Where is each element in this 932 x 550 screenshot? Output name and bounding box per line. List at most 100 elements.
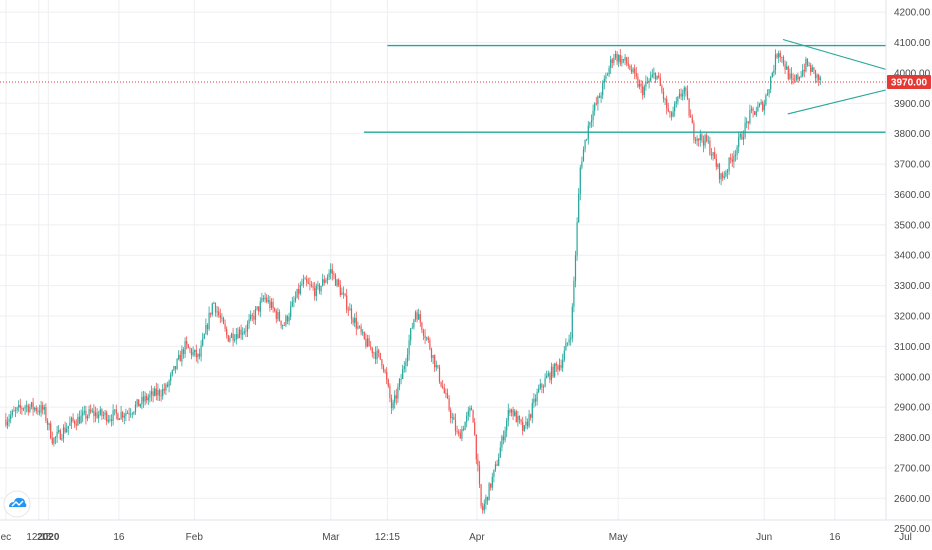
candle-body <box>141 396 143 405</box>
candle-body <box>306 278 308 283</box>
candle-body <box>266 297 268 302</box>
candle-body <box>288 316 290 322</box>
candle-body <box>376 350 378 360</box>
candle-body <box>203 334 205 339</box>
candle-body <box>531 402 533 418</box>
candle-body <box>717 164 719 167</box>
candle-body <box>501 436 503 448</box>
candle-body <box>413 319 415 328</box>
candle-body <box>680 93 682 97</box>
candle-body <box>253 315 255 320</box>
candle-body <box>53 438 55 444</box>
candle-body <box>165 384 167 391</box>
candle-body <box>323 279 325 283</box>
candle-body <box>171 370 173 375</box>
candle-body <box>734 154 737 157</box>
candle-body <box>667 108 669 112</box>
candle-body <box>51 438 53 444</box>
time-axis-panel[interactable] <box>0 520 886 550</box>
candle-body <box>814 69 817 78</box>
candle-body <box>672 111 674 117</box>
candle-body <box>506 420 508 431</box>
candle-body <box>690 115 692 118</box>
candle-body <box>349 308 351 311</box>
candle-body <box>312 286 314 288</box>
candle-body <box>328 273 330 278</box>
candle-body <box>294 297 297 301</box>
candle-body <box>582 149 585 162</box>
candle-body <box>320 285 322 292</box>
candle-body <box>699 134 701 141</box>
candle-body <box>542 386 545 388</box>
candle-body <box>355 317 357 329</box>
candle-body <box>125 413 127 416</box>
candle-body <box>174 366 177 369</box>
candle-body <box>238 329 241 339</box>
candle-body <box>258 306 260 312</box>
y-tick-label: 2800.00 <box>894 433 931 444</box>
candle-body <box>272 301 274 309</box>
candle-body <box>611 59 613 63</box>
candle-body <box>459 432 461 439</box>
candle-body <box>706 135 708 142</box>
x-tick-label: ec <box>1 532 12 543</box>
candle-body <box>792 77 794 80</box>
candle-body <box>733 156 735 162</box>
candle-body <box>797 75 799 80</box>
candle-body <box>14 410 17 411</box>
candle-body <box>766 93 769 96</box>
candle-body <box>614 53 617 58</box>
candle-body <box>136 399 138 405</box>
candle-body <box>299 285 301 294</box>
candle-body <box>102 415 105 416</box>
candle-body <box>166 384 169 387</box>
y-tick-label: 3800.00 <box>894 129 931 140</box>
current-price-tag: 3970.00 <box>887 75 931 90</box>
candle-body <box>422 330 425 336</box>
candle-body <box>85 410 87 419</box>
candle-body <box>26 405 28 407</box>
candle-body <box>698 138 700 141</box>
candle-body <box>602 82 604 96</box>
candle-body <box>205 324 207 335</box>
candle-body <box>270 301 273 308</box>
candle-body <box>347 309 349 311</box>
candle-body <box>763 104 765 111</box>
candle-body <box>429 340 431 350</box>
candle-body <box>90 409 92 412</box>
candle-body <box>414 312 417 320</box>
candle-body <box>691 117 693 124</box>
candle-body <box>82 412 84 416</box>
candle-body <box>72 417 74 421</box>
candle-body <box>592 110 594 121</box>
candle-body <box>10 415 12 420</box>
candle-body <box>373 352 375 354</box>
candle-body <box>104 412 106 416</box>
candle-body <box>670 112 673 117</box>
tradingview-cloud-icon[interactable] <box>3 490 31 518</box>
candle-body <box>275 311 277 319</box>
candle-body <box>333 273 335 276</box>
candle-body <box>350 308 353 320</box>
candle-body <box>229 337 231 342</box>
grid <box>0 0 906 530</box>
candle-body <box>66 428 68 433</box>
candle-body <box>586 139 588 140</box>
y-tick-label: 3300.00 <box>894 281 931 292</box>
candle-body <box>723 176 725 178</box>
candle-body <box>600 95 602 98</box>
candle-body <box>661 86 663 92</box>
candle-body <box>56 431 58 438</box>
candle-body <box>482 506 484 511</box>
candle-body <box>315 285 317 297</box>
candle-body <box>606 74 609 76</box>
candle-body <box>331 269 333 274</box>
candle-body <box>581 161 583 168</box>
candle-body <box>176 359 178 369</box>
candle-body <box>378 350 380 353</box>
y-tick-label: 3400.00 <box>894 251 931 262</box>
candle-body <box>293 300 295 302</box>
candle-body <box>157 389 159 396</box>
candle-body <box>437 365 439 368</box>
candle-body <box>398 379 401 388</box>
